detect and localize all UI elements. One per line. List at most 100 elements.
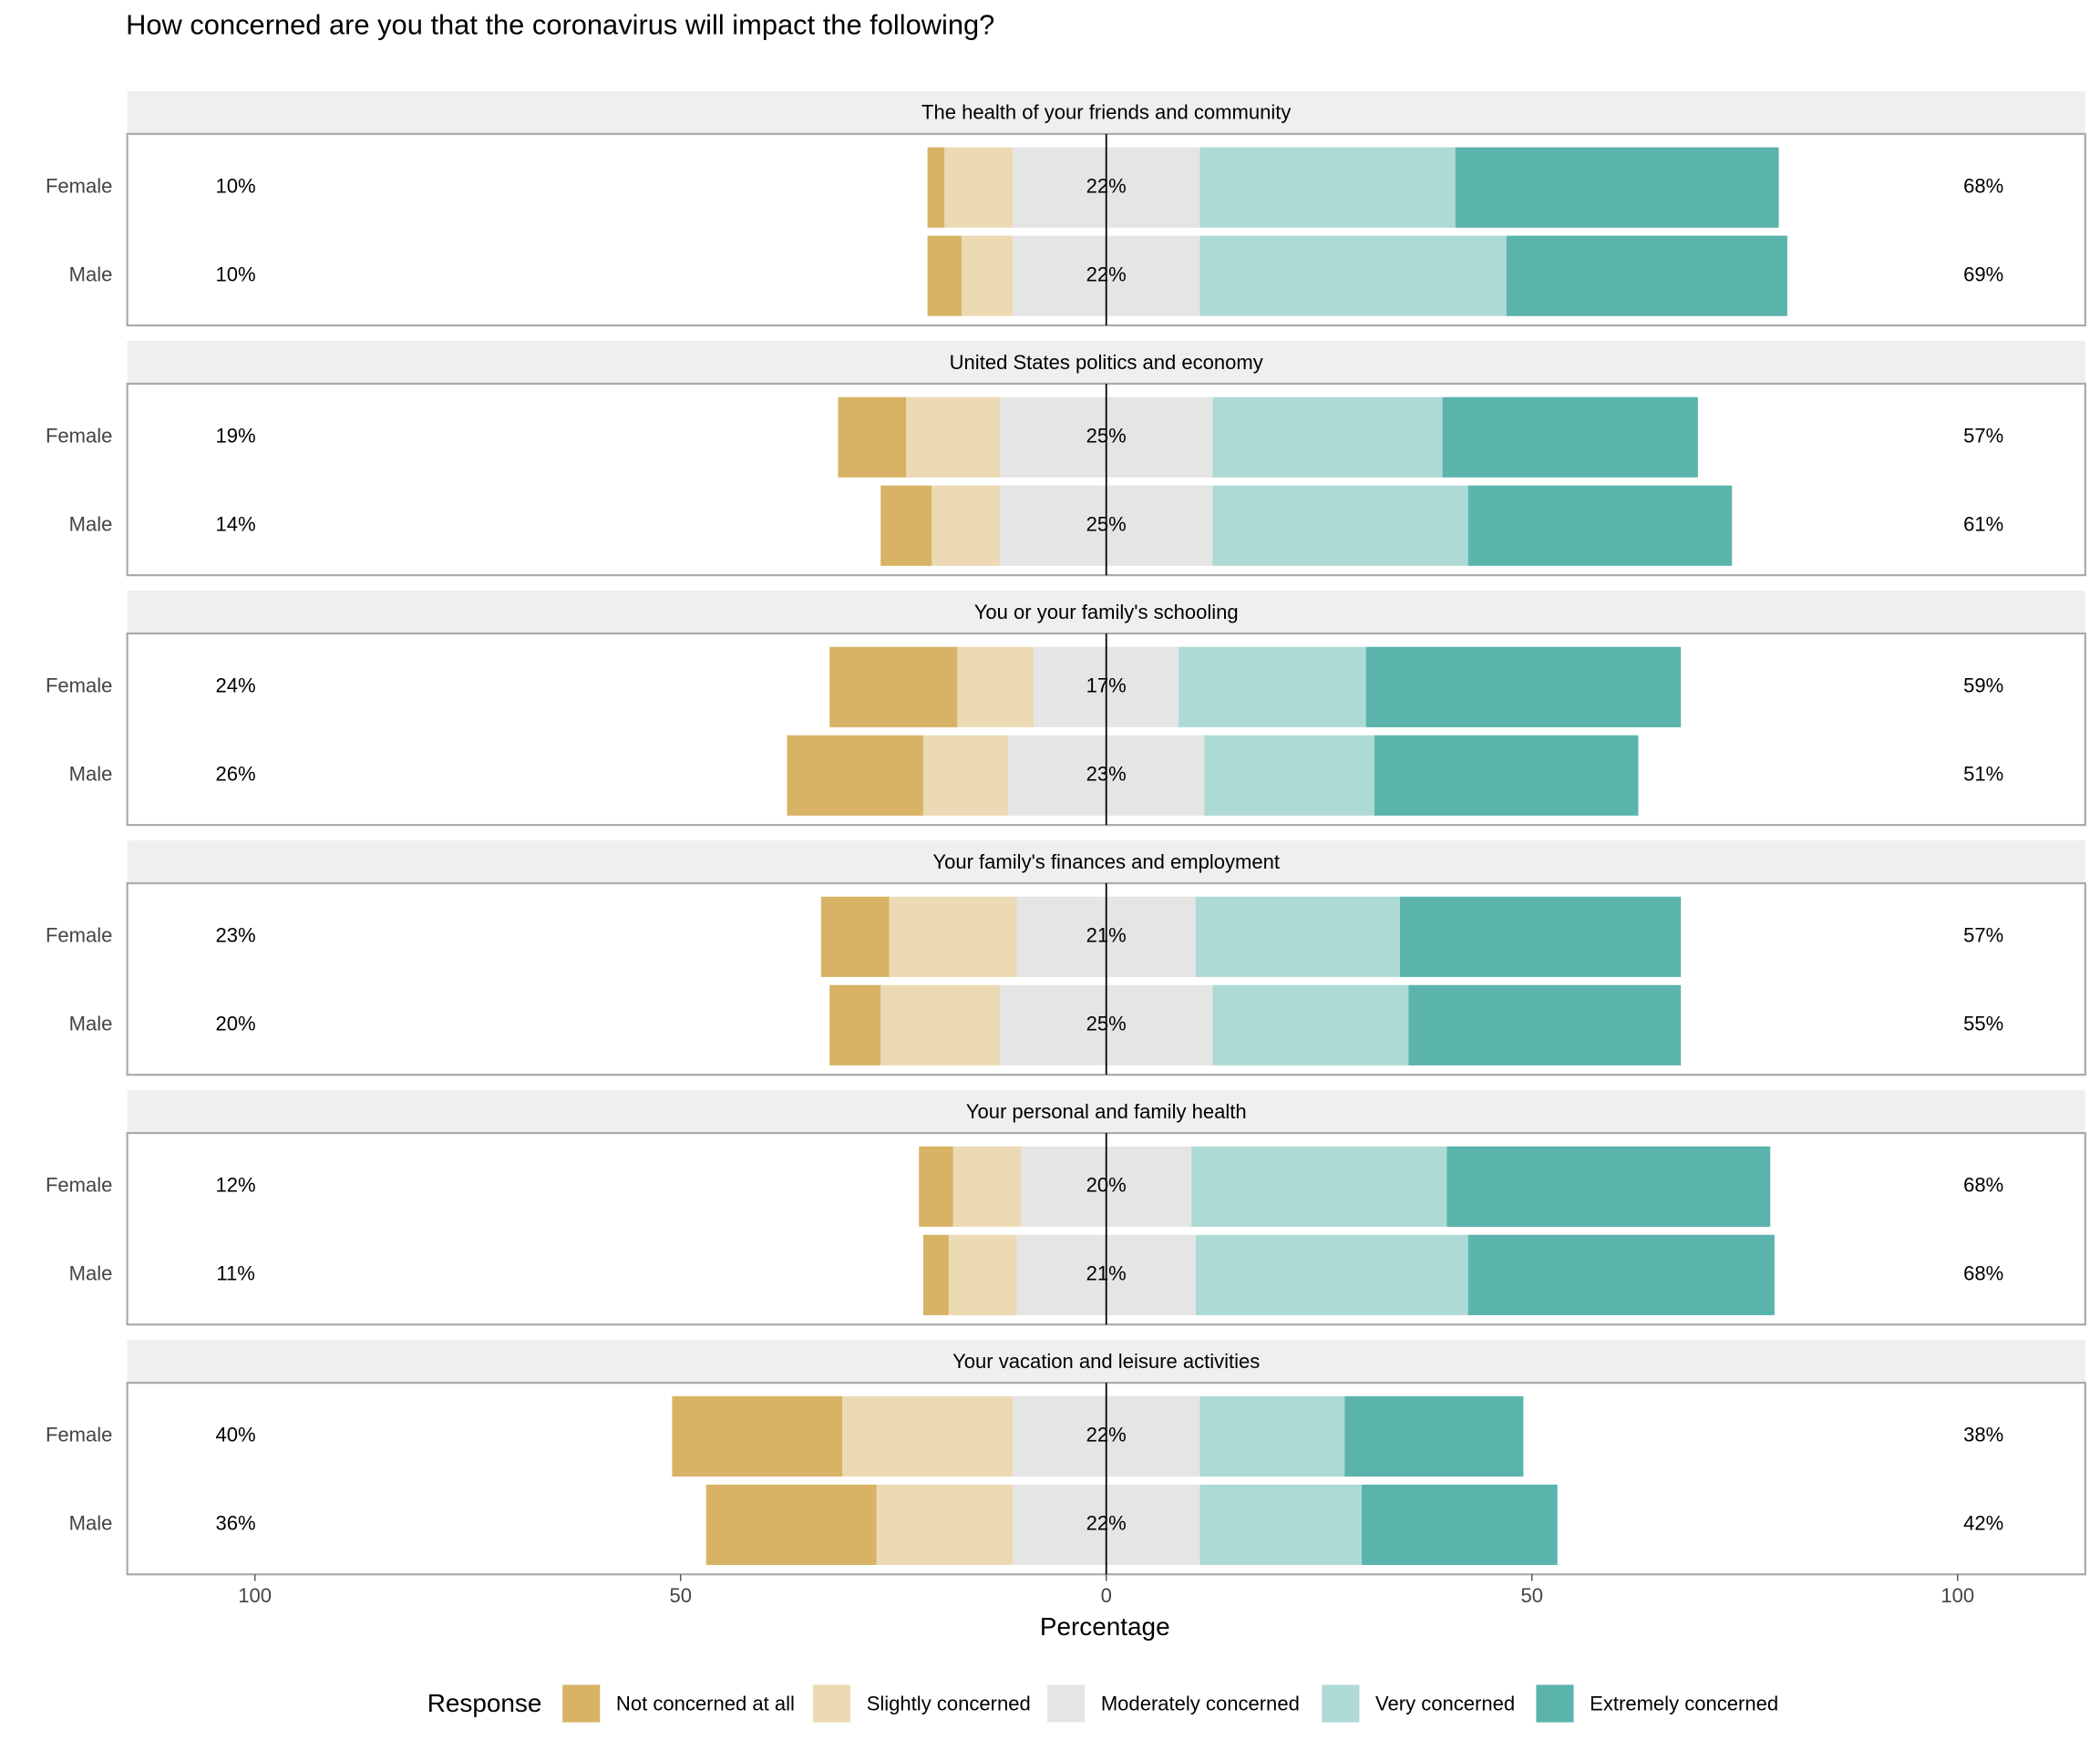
strip (127, 590, 2085, 634)
bar-segment (944, 147, 1013, 228)
left-total-label: 11% (216, 1262, 254, 1285)
bar-segment (1204, 735, 1374, 816)
bar-segment (932, 485, 1000, 566)
bar-segment (1195, 1234, 1468, 1315)
bar-segment (889, 896, 1017, 977)
right-total-label: 59% (1963, 674, 2003, 697)
category-label: Male (69, 513, 113, 536)
bar-segment (880, 485, 932, 566)
legend-swatch (562, 1684, 601, 1723)
bar-segment (876, 1484, 1013, 1565)
strip (127, 840, 2085, 884)
bar-segment (820, 896, 890, 977)
right-total-label: 42% (1963, 1512, 2003, 1535)
bar-segment (1195, 896, 1400, 977)
panel-title: You or your family's schooling (974, 601, 1239, 623)
category-label: Male (69, 763, 113, 786)
right-total-label: 57% (1963, 425, 2003, 448)
bar-segment (1467, 1234, 1775, 1315)
legend-title: Response (427, 1689, 542, 1717)
panel-title: United States politics and economy (950, 351, 1263, 374)
bar-segment (927, 147, 945, 228)
category-label: Male (69, 1262, 113, 1285)
legend-swatch (1536, 1684, 1574, 1723)
bar-segment (957, 646, 1035, 727)
bar-segment (919, 1146, 953, 1227)
bar-segment (880, 984, 1000, 1065)
bar-segment (1374, 735, 1639, 816)
bar-segment (829, 646, 958, 727)
bar-segment (838, 396, 907, 478)
bar-segment (1365, 646, 1682, 727)
bar-segment (787, 735, 923, 816)
left-total-label: 36% (216, 1512, 256, 1535)
right-total-label: 38% (1963, 1424, 2003, 1446)
bar-segment (922, 1234, 949, 1315)
bar-segment (1199, 235, 1507, 316)
left-total-label: 40% (216, 1424, 256, 1446)
left-total-label: 23% (216, 924, 256, 947)
left-total-label: 24% (216, 674, 256, 697)
right-total-label: 68% (1963, 1262, 2003, 1285)
x-tick-label: 50 (669, 1584, 692, 1607)
left-total-label: 14% (216, 513, 256, 536)
bar-segment (1344, 1395, 1524, 1477)
right-total-label: 68% (1963, 1174, 2003, 1197)
legend-label: Slightly concerned (867, 1692, 1031, 1714)
category-label: Female (46, 425, 112, 448)
right-total-label: 69% (1963, 263, 2003, 286)
legend-label: Extremely concerned (1590, 1692, 1778, 1714)
bar-segment (922, 735, 1009, 816)
bar-segment (1212, 396, 1443, 478)
bar-segment (842, 1395, 1013, 1477)
x-tick-label: 0 (1101, 1584, 1112, 1607)
panel-title: The health of your friends and community (921, 101, 1291, 124)
category-label: Male (69, 263, 113, 286)
bar-segment (1408, 984, 1682, 1065)
bar-segment (961, 235, 1013, 316)
x-tick-label: 50 (1520, 1584, 1543, 1607)
bar-segment (927, 235, 962, 316)
category-label: Female (46, 674, 112, 697)
category-label: Female (46, 924, 112, 947)
right-total-label: 68% (1963, 175, 2003, 198)
category-label: Male (69, 1512, 113, 1535)
legend-label: Moderately concerned (1101, 1692, 1300, 1714)
x-tick-label: 100 (1940, 1584, 1974, 1607)
panel-title: Your family's finances and employment (932, 850, 1280, 873)
legend-swatch (812, 1684, 851, 1723)
bar-segment (906, 396, 1000, 478)
bar-segment (1467, 485, 1733, 566)
bar-segment (1442, 396, 1698, 478)
left-total-label: 20% (216, 1013, 256, 1035)
category-label: Female (46, 175, 112, 198)
left-total-label: 10% (216, 175, 256, 198)
right-total-label: 57% (1963, 924, 2003, 947)
right-total-label: 61% (1963, 513, 2003, 536)
strip (127, 340, 2085, 384)
left-total-label: 19% (216, 425, 256, 448)
x-tick-label: 100 (238, 1584, 272, 1607)
strip (127, 90, 2085, 134)
category-label: Female (46, 1174, 112, 1197)
bar-segment (705, 1484, 877, 1565)
right-total-label: 55% (1963, 1013, 2003, 1035)
bar-segment (1199, 147, 1456, 228)
bar-segment (1361, 1484, 1558, 1565)
right-total-label: 51% (1963, 763, 2003, 786)
legend-swatch (1322, 1684, 1360, 1723)
bar-segment (1199, 1395, 1345, 1477)
bar-segment (948, 1234, 1017, 1315)
legend-label: Very concerned (1375, 1692, 1515, 1714)
bar-segment (1212, 485, 1468, 566)
strip (127, 1340, 2085, 1384)
bar-segment (1399, 896, 1682, 977)
bar-segment (672, 1395, 843, 1477)
left-total-label: 10% (216, 263, 256, 286)
category-label: Male (69, 1013, 113, 1035)
bar-segment (952, 1146, 1022, 1227)
x-axis-label: Percentage (1040, 1612, 1170, 1641)
legend-swatch (1047, 1684, 1086, 1723)
left-total-label: 12% (216, 1174, 256, 1197)
